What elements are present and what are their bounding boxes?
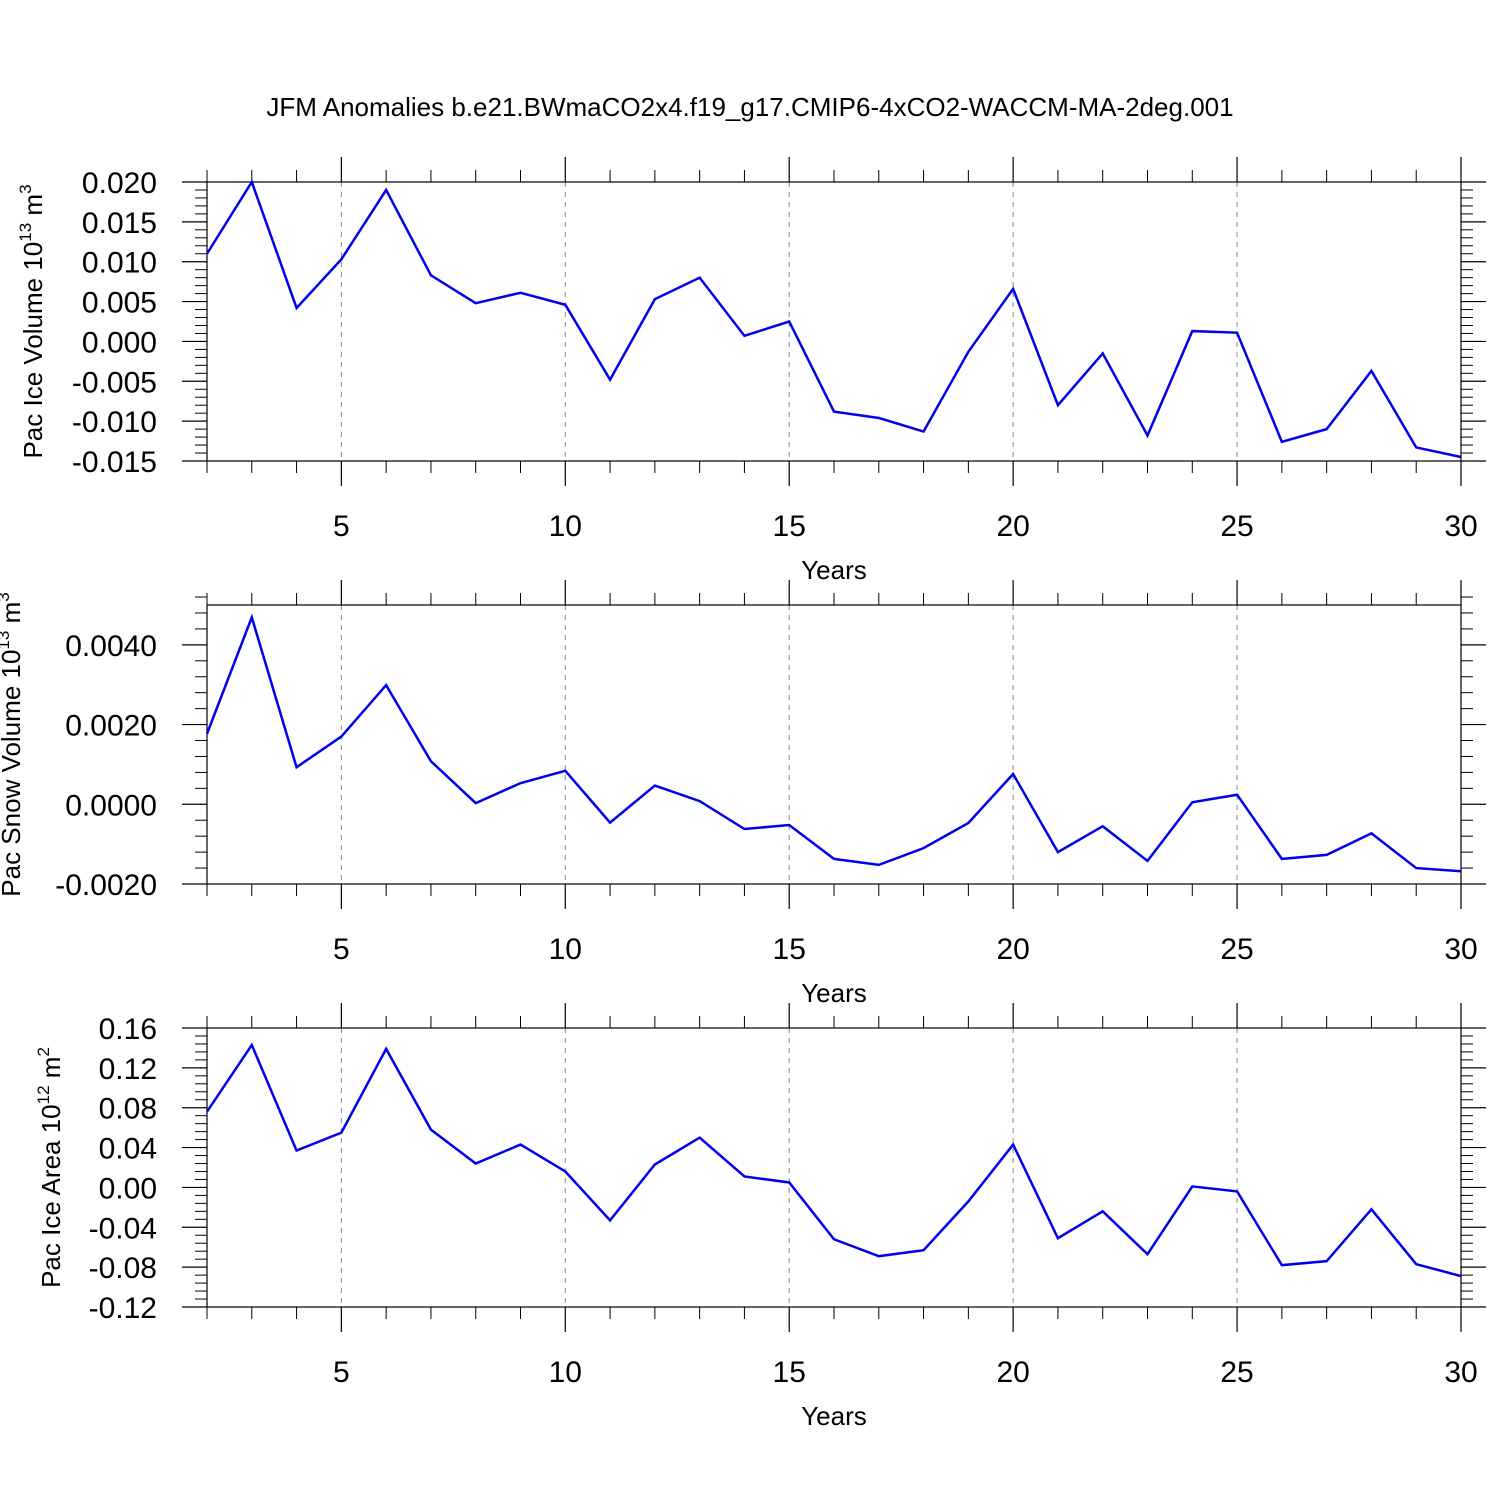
- x-axis-label: Years: [801, 555, 867, 585]
- y-tick-label: 0.0000: [65, 789, 157, 822]
- x-tick-label: 20: [996, 1356, 1029, 1389]
- y-tick-label: 0.000: [82, 326, 157, 359]
- series-line-1: [205, 179, 1462, 459]
- y-tick-label: 0.08: [99, 1093, 157, 1126]
- x-tick-label: 25: [1220, 933, 1253, 966]
- y-tick-label: -0.04: [89, 1212, 157, 1245]
- y-tick-label: 0.00: [99, 1172, 157, 1205]
- y-tick-label: 0.04: [99, 1133, 157, 1166]
- y-tick-label: -0.005: [72, 366, 157, 399]
- x-tick-label: 15: [773, 510, 806, 543]
- plot-frame: [206, 1027, 1462, 1308]
- chart-panel-3: 5 10 15 20 25 30 -0.12 -0.08 -0.04 0.00 0.04 0.08 0.…: [34, 1003, 1486, 1431]
- y-tick-label: -0.08: [89, 1252, 157, 1285]
- x-tick-label: 30: [1444, 933, 1477, 966]
- x-tick-label: 15: [773, 1356, 806, 1389]
- page-title: JFM Anomalies b.e21.BWmaCO2x4.f19_g17.CM…: [266, 92, 1234, 122]
- y-tick-label: 0.16: [99, 1013, 157, 1046]
- chart-panel-1: 5 10 15 20 25 30 -0.015 -0.010 -0.005 0.000 0.005 0…: [16, 157, 1486, 585]
- x-tick-label: 15: [773, 933, 806, 966]
- x-tick-label: 10: [549, 1356, 582, 1389]
- x-tick-label: 10: [549, 933, 582, 966]
- y-tick-label: 0.020: [82, 167, 157, 200]
- y-tick-label: -0.12: [89, 1292, 157, 1325]
- x-axis-label: Years: [801, 978, 867, 1008]
- x-axis-label: Years: [801, 1401, 867, 1431]
- plot-frame: [206, 604, 1462, 885]
- x-tick-label: 25: [1220, 510, 1253, 543]
- x-tick-label: 30: [1444, 510, 1477, 543]
- y-tick-label: 0.005: [82, 287, 157, 320]
- y-tick-label: 0.0040: [65, 630, 157, 663]
- y-tick-label: -0.0020: [55, 869, 157, 902]
- y-tick-label: -0.010: [72, 406, 157, 439]
- x-tick-label: 25: [1220, 1356, 1253, 1389]
- x-tick-label: 5: [333, 933, 350, 966]
- series-line-1: [205, 1042, 1462, 1278]
- x-tick-label: 20: [996, 510, 1029, 543]
- x-tick-label: 5: [333, 510, 350, 543]
- x-tick-label: 30: [1444, 1356, 1477, 1389]
- y-tick-label: -0.015: [72, 446, 157, 479]
- y-tick-label: 0.12: [99, 1053, 157, 1086]
- y-axis-label: Pac Ice Area 1012 m2: [34, 1047, 66, 1288]
- y-tick-label: 0.010: [82, 247, 157, 280]
- y-tick-label: 0.015: [82, 207, 157, 240]
- x-tick-label: 5: [333, 1356, 350, 1389]
- y-axis-label: Pac Snow Volume 1013 m3: [0, 592, 26, 896]
- series-line-1: [205, 613, 1462, 873]
- y-axis-label: Pac Ice Volume 1013 m3: [16, 184, 48, 458]
- y-tick-label: 0.0020: [65, 710, 157, 743]
- x-tick-label: 20: [996, 933, 1029, 966]
- chart-panel-2: 5 10 15 20 25 30 -0.0020 0.0000 0.0020 0.0040 Year…: [0, 580, 1486, 1008]
- x-tick-label: 10: [549, 510, 582, 543]
